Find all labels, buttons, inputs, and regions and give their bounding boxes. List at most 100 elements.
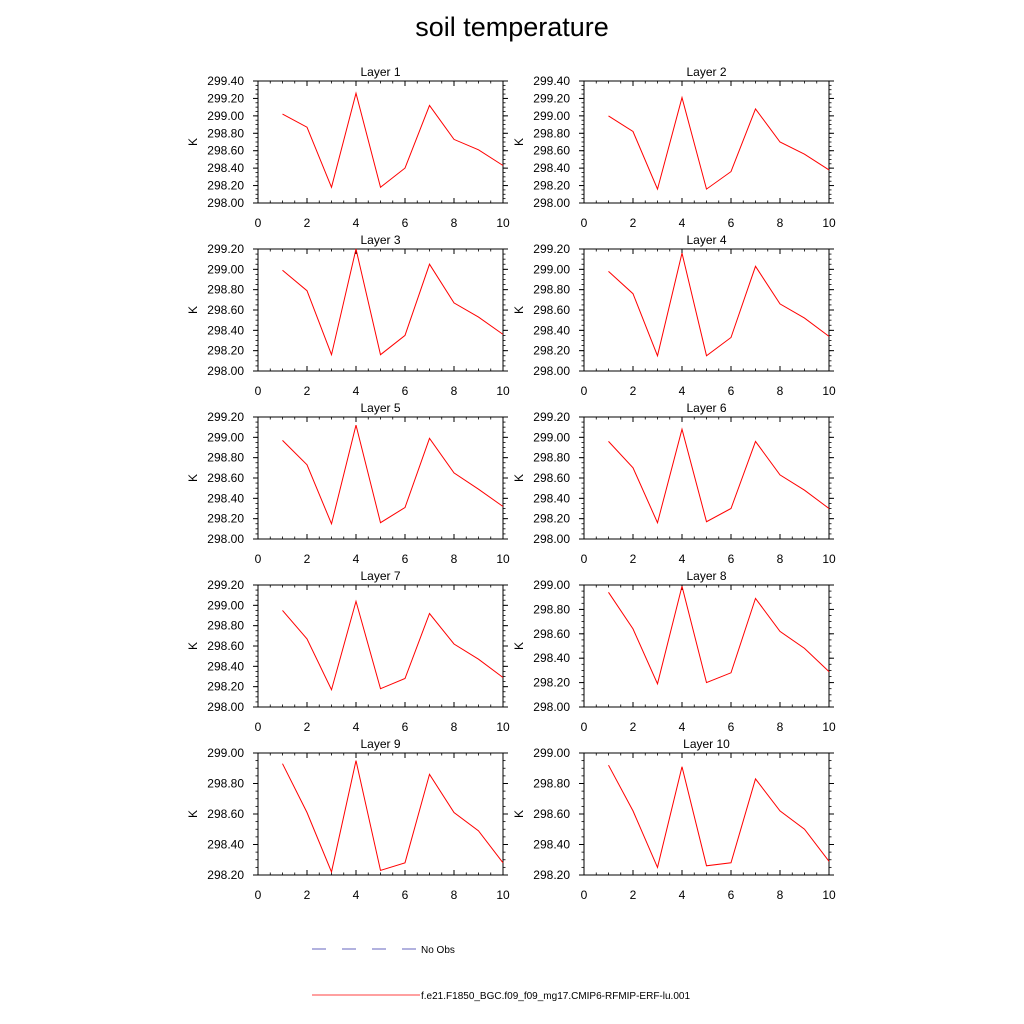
y-tick-label: 298.40	[533, 323, 570, 337]
x-tick-label: 2	[304, 888, 311, 902]
y-tick-label: 298.60	[207, 807, 244, 821]
x-tick-label: 4	[679, 720, 686, 734]
panels-group: Layer 1 K 0 2 4 6 8 10 298.00 298.20 298.40 298.60 2…	[186, 65, 836, 902]
series-line	[608, 252, 830, 358]
y-tick-label: 298.60	[533, 471, 570, 485]
y-axis-label: K	[512, 306, 526, 314]
legend: No Obs f.e21.F1850_BGC.f09_f09_mg17.CMIP…	[312, 945, 690, 1002]
y-tick-label: 298.80	[533, 777, 570, 791]
y-tick-label: 299.00	[207, 430, 244, 444]
x-tick-label: 4	[679, 888, 686, 902]
x-tick-label: 2	[304, 216, 311, 230]
y-axis-label: K	[186, 306, 200, 314]
x-tick-label: 6	[728, 552, 735, 566]
y-axis-label: K	[186, 642, 200, 650]
x-tick-label: 2	[630, 552, 637, 566]
x-tick-label: 4	[679, 216, 686, 230]
plot-frame	[583, 752, 830, 876]
panel-title: Layer 8	[686, 569, 726, 583]
x-tick-label: 10	[822, 384, 836, 398]
y-tick-label: 298.20	[533, 344, 570, 358]
plot-frame	[583, 248, 830, 372]
series-line	[282, 760, 504, 874]
x-tick-label: 2	[630, 384, 637, 398]
y-tick-label: 298.00	[533, 196, 570, 210]
series-line	[282, 424, 504, 526]
x-tick-label: 4	[353, 384, 360, 398]
y-tick-label: 298.60	[207, 303, 244, 317]
y-tick-label: 299.00	[533, 578, 570, 592]
y-tick-label: 299.00	[533, 262, 570, 276]
x-tick-label: 0	[255, 552, 262, 566]
x-tick-label: 0	[581, 552, 588, 566]
y-tick-label: 299.20	[533, 91, 570, 105]
x-tick-label: 4	[679, 552, 686, 566]
y-tick-label: 298.20	[533, 868, 570, 882]
y-axis-label: K	[512, 474, 526, 482]
x-tick-label: 6	[402, 216, 409, 230]
y-tick-label: 298.60	[533, 807, 570, 821]
y-tick-label: 299.00	[533, 430, 570, 444]
plot-frame	[257, 80, 504, 204]
x-tick-label: 0	[581, 888, 588, 902]
x-tick-label: 10	[496, 216, 510, 230]
x-tick-label: 6	[728, 216, 735, 230]
y-tick-label: 298.60	[207, 471, 244, 485]
x-tick-label: 0	[581, 720, 588, 734]
x-tick-label: 0	[581, 384, 588, 398]
legend-model-label: f.e21.F1850_BGC.f09_f09_mg17.CMIP6-RFMIP…	[421, 991, 690, 1002]
series-line	[282, 599, 504, 692]
y-axis-label: K	[186, 138, 200, 146]
x-tick-label: 8	[777, 552, 784, 566]
y-axis-label: K	[186, 810, 200, 818]
x-tick-label: 6	[402, 384, 409, 398]
y-tick-label: 298.60	[207, 639, 244, 653]
y-axis-label: K	[512, 642, 526, 650]
chart-title: soil temperature	[415, 12, 609, 42]
series-line	[608, 427, 830, 525]
x-tick-label: 6	[728, 720, 735, 734]
y-tick-label: 298.40	[207, 838, 244, 852]
x-tick-label: 2	[630, 720, 637, 734]
y-tick-label: 298.80	[533, 283, 570, 297]
x-tick-label: 8	[777, 720, 784, 734]
panel-title: Layer 10	[683, 737, 730, 751]
y-tick-label: 298.40	[533, 838, 570, 852]
y-tick-label: 298.60	[533, 627, 570, 641]
plot-frame	[583, 80, 830, 204]
x-tick-label: 0	[255, 384, 262, 398]
y-tick-label: 299.40	[207, 74, 244, 88]
y-tick-label: 299.00	[207, 746, 244, 760]
y-tick-label: 298.20	[207, 344, 244, 358]
y-tick-label: 298.00	[207, 364, 244, 378]
y-tick-label: 298.40	[533, 491, 570, 505]
y-axis-label: K	[186, 474, 200, 482]
x-tick-label: 10	[496, 888, 510, 902]
panel-7: Layer 7 K 0 2 4 6 8 10 298.00 298.20 298.40 298.60 2…	[186, 569, 510, 734]
x-tick-label: 6	[728, 384, 735, 398]
x-tick-label: 10	[822, 888, 836, 902]
y-tick-label: 298.40	[533, 161, 570, 175]
y-tick-label: 298.40	[533, 651, 570, 665]
y-tick-label: 299.00	[207, 109, 244, 123]
y-tick-label: 299.00	[533, 109, 570, 123]
panel-5: Layer 5 K 0 2 4 6 8 10 298.00 298.20 298.40 298.60 2…	[186, 401, 510, 566]
panel-title: Layer 9	[360, 737, 400, 751]
x-tick-label: 10	[496, 552, 510, 566]
x-tick-label: 6	[402, 552, 409, 566]
x-tick-label: 8	[777, 888, 784, 902]
x-tick-label: 6	[402, 888, 409, 902]
y-tick-label: 298.40	[207, 491, 244, 505]
x-tick-label: 10	[496, 720, 510, 734]
x-tick-label: 4	[353, 888, 360, 902]
y-tick-label: 298.60	[533, 303, 570, 317]
y-tick-label: 299.20	[207, 91, 244, 105]
panel-9: Layer 9 K 0 2 4 6 8 10 298.20 298.40 298.60 298.80 2…	[186, 737, 510, 902]
panel-8: Layer 8 K 0 2 4 6 8 10 298.00 298.20 298.40 298.60 2…	[512, 569, 836, 734]
x-tick-label: 2	[304, 384, 311, 398]
y-tick-label: 298.20	[207, 179, 244, 193]
y-tick-label: 299.40	[533, 74, 570, 88]
y-tick-label: 298.20	[207, 680, 244, 694]
panel-title: Layer 7	[360, 569, 400, 583]
panel-title: Layer 6	[686, 401, 726, 415]
